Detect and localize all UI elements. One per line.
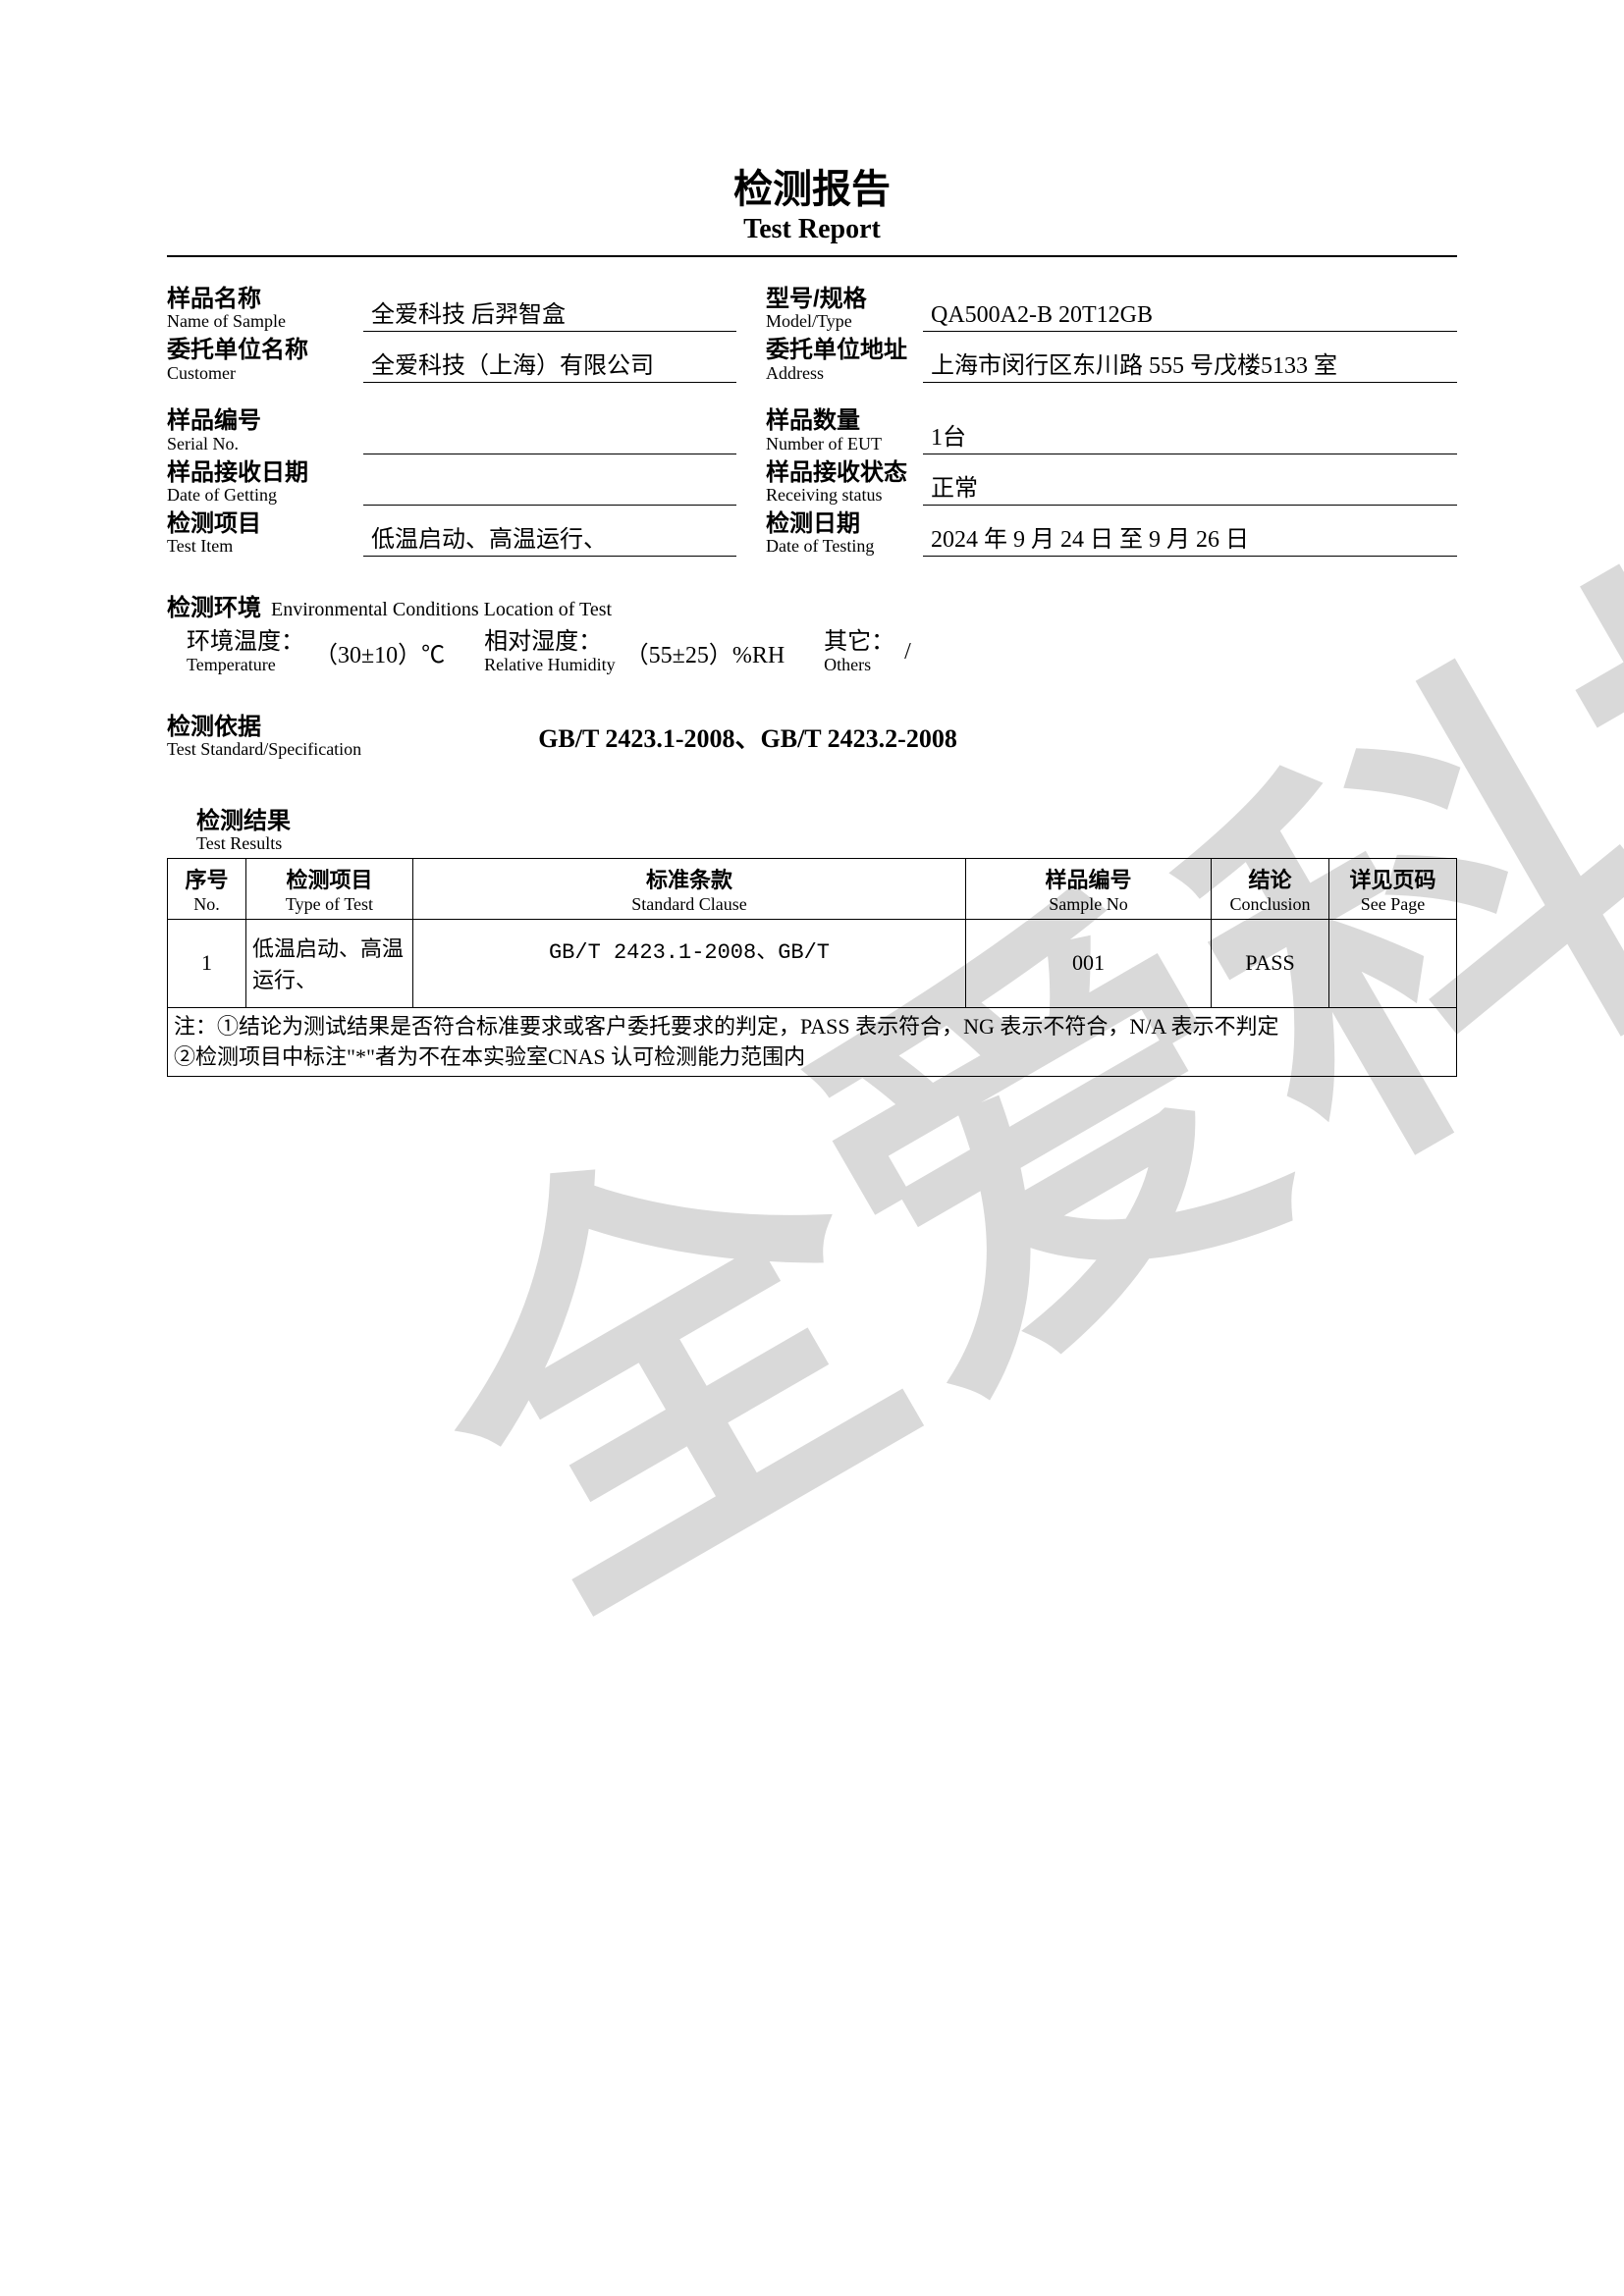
value-test-item: 低温启动、高温运行、 — [363, 519, 736, 557]
env-temp-label-cn: 环境温度： — [187, 629, 304, 655]
label-model-cn: 型号/规格 — [766, 287, 923, 312]
label-test-item-en: Test Item — [167, 537, 363, 557]
value-qty: 1台 — [923, 417, 1457, 454]
th-clause-en: Standard Clause — [419, 894, 959, 915]
th-conc-cn: 结论 — [1248, 868, 1291, 892]
title-cn: 检测报告 — [167, 157, 1457, 214]
cell-clause: GB/T 2423.1-2008、GB/T — [413, 919, 966, 1007]
label-recv-status-cn: 样品接收状态 — [766, 460, 923, 486]
table-note: 注：①结论为测试结果是否符合标准要求或客户委托要求的判定，PASS 表示符合，N… — [168, 1007, 1457, 1077]
label-serial-en: Serial No. — [167, 435, 363, 454]
value-recv-status: 正常 — [923, 468, 1457, 506]
value-model: QA500A2-B 20T12GB — [923, 302, 1457, 332]
value-recv-date — [363, 478, 736, 506]
value-serial — [363, 427, 736, 454]
label-test-item-cn: 检测项目 — [167, 511, 363, 537]
th-no-cn: 序号 — [185, 868, 228, 892]
table-header-row: 序号No. 检测项目Type of Test 标准条款Standard Clau… — [168, 858, 1457, 919]
cell-no: 1 — [168, 919, 246, 1007]
env-temp-value: （30±10）℃ — [314, 635, 445, 669]
info-grid: 样品名称 Name of Sample 全爱科技 后羿智盒 型号/规格 Mode… — [167, 287, 1457, 557]
th-type-cn: 检测项目 — [286, 868, 372, 892]
env-header: 检测环境 Environmental Conditions Location o… — [167, 596, 1457, 621]
env-row: 环境温度： Temperature （30±10）℃ 相对湿度： Relativ… — [167, 629, 1457, 674]
th-page-cn: 详见页码 — [1349, 868, 1435, 892]
cell-page — [1329, 919, 1457, 1007]
title-en: Test Report — [167, 214, 1457, 245]
env-other-label-cn: 其它： — [824, 629, 894, 655]
results-header-cn: 检测结果 — [196, 809, 1457, 834]
env-other-label-en: Others — [824, 656, 894, 675]
env-rh-label-cn: 相对湿度： — [484, 629, 615, 655]
th-sample-cn: 样品编号 — [1045, 868, 1131, 892]
label-serial-cn: 样品编号 — [167, 408, 363, 434]
label-test-date-cn: 检测日期 — [766, 511, 923, 537]
standard-label-en: Test Standard/Specification — [167, 740, 361, 760]
report-title: 检测报告 Test Report — [167, 157, 1457, 245]
standard-label-cn: 检测依据 — [167, 715, 361, 740]
results-table: 序号No. 检测项目Type of Test 标准条款Standard Clau… — [167, 858, 1457, 1078]
env-header-cn: 检测环境 — [167, 595, 261, 621]
th-sample-en: Sample No — [972, 894, 1205, 915]
table-row: 1 低温启动、高温运行、 GB/T 2423.1-2008、GB/T 001 P… — [168, 919, 1457, 1007]
env-rh-value: （55±25）%RH — [625, 635, 785, 669]
standard-row: 检测依据 Test Standard/Specification GB/T 24… — [167, 715, 1457, 760]
label-qty-en: Number of EUT — [766, 435, 923, 454]
label-recv-status-en: Receiving status — [766, 486, 923, 506]
label-recv-date-en: Date of Getting — [167, 486, 363, 506]
env-other-value: / — [904, 639, 911, 666]
label-address-en: Address — [766, 364, 923, 384]
label-customer-cn: 委托单位名称 — [167, 338, 363, 363]
standard-value: GB/T 2423.1-2008、GB/T 2423.2-2008 — [538, 719, 957, 755]
env-temp-label-en: Temperature — [187, 656, 304, 675]
env-rh-label-en: Relative Humidity — [484, 656, 615, 675]
cell-sample: 001 — [966, 919, 1212, 1007]
results-header: 检测结果 Test Results — [196, 809, 1457, 854]
env-header-en: Environmental Conditions Location of Tes… — [271, 599, 612, 620]
value-sample-name: 全爱科技 后羿智盒 — [363, 294, 736, 332]
cell-type: 低温启动、高温运行、 — [246, 919, 413, 1007]
th-page-en: See Page — [1335, 894, 1450, 915]
value-customer: 全爱科技（上海）有限公司 — [363, 346, 736, 383]
label-recv-date-cn: 样品接收日期 — [167, 460, 363, 486]
label-customer-en: Customer — [167, 364, 363, 384]
table-note-row: 注：①结论为测试结果是否符合标准要求或客户委托要求的判定，PASS 表示符合，N… — [168, 1007, 1457, 1077]
label-address-cn: 委托单位地址 — [766, 338, 923, 363]
label-sample-name-en: Name of Sample — [167, 312, 363, 332]
th-clause-cn: 标准条款 — [646, 868, 732, 892]
value-address: 上海市闵行区东川路 555 号戊楼5133 室 — [923, 346, 1457, 383]
th-no-en: No. — [174, 894, 240, 915]
value-test-date: 2024 年 9 月 24 日 至 9 月 26 日 — [923, 519, 1457, 557]
label-model-en: Model/Type — [766, 312, 923, 332]
label-qty-cn: 样品数量 — [766, 408, 923, 434]
th-conc-en: Conclusion — [1218, 894, 1323, 915]
label-sample-name-cn: 样品名称 — [167, 287, 363, 312]
title-rule — [167, 255, 1457, 257]
results-header-en: Test Results — [196, 834, 1457, 854]
cell-conc: PASS — [1212, 919, 1329, 1007]
th-type-en: Type of Test — [252, 894, 406, 915]
label-test-date-en: Date of Testing — [766, 537, 923, 557]
